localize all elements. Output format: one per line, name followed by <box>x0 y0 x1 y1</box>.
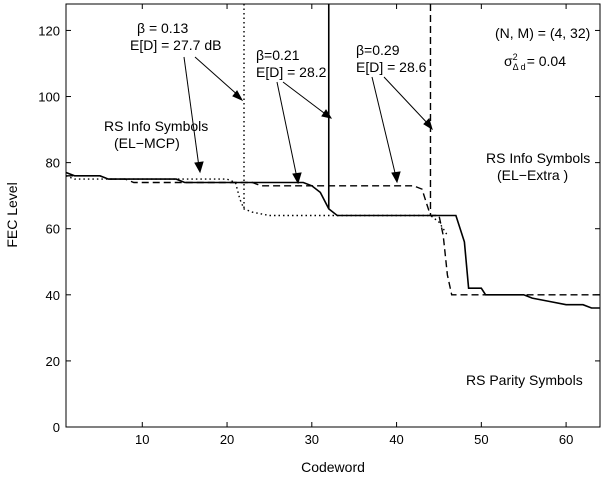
x-axis-label: Codeword <box>301 459 365 475</box>
x-tick-label: 30 <box>305 432 319 447</box>
arrowhead-6 <box>391 171 401 184</box>
y-tick-label: 100 <box>38 90 60 105</box>
arrowhead-2 <box>194 161 204 174</box>
x-axis: 10 20 30 40 50 60 <box>135 4 573 447</box>
arrowhead-4 <box>292 172 302 185</box>
sigma-value: = 0.04 <box>527 53 567 69</box>
expected-distortion-label-3: E[D] = 28.6 <box>356 59 427 75</box>
series-dashed-line <box>66 175 600 296</box>
y-tick-label: 60 <box>46 222 60 237</box>
series-dotted-line <box>65 175 448 236</box>
x-tick-label: 40 <box>389 432 403 447</box>
arrowhead-1 <box>232 90 244 102</box>
arrow-beta029-to-vertical <box>383 76 431 127</box>
beta-label-1: β = 0.13 <box>137 20 188 36</box>
y-axis-label: FEC Level <box>4 182 20 247</box>
arrow-beta029-to-step <box>371 76 397 178</box>
y-axis: 0 20 40 60 80 100 120 <box>38 23 600 435</box>
arrowhead-5 <box>423 118 433 131</box>
sigma-label: σ2 Δ d= 0.04 <box>504 52 566 72</box>
plot-frame <box>65 3 601 428</box>
x-tick-label: 20 <box>220 432 234 447</box>
rs-parity-label: RS Parity Symbols <box>466 372 583 388</box>
y-tick-label: 20 <box>46 354 60 369</box>
rs-info-mcp-label: RS Info Symbols <box>104 118 208 134</box>
y-tick-label: 40 <box>46 288 60 303</box>
rs-info-extra-sublabel: (EL−Extra ) <box>497 167 568 183</box>
arrow-beta021-to-step <box>276 81 298 179</box>
nm-label: (N, M) = (4, 32) <box>495 25 590 41</box>
annotation-arrows <box>183 56 433 185</box>
sigma-superscript: 2 <box>513 52 518 62</box>
y-tick-label: 120 <box>38 23 60 38</box>
y-tick-label: 0 <box>53 420 60 435</box>
sigma-symbol: σ <box>504 53 513 69</box>
arrow-beta021-to-vertical <box>282 81 329 117</box>
expected-distortion-label-2: E[D] = 28.2 <box>256 64 327 80</box>
x-tick-label: 60 <box>559 432 573 447</box>
rs-info-mcp-sublabel: (EL−MCP) <box>114 135 180 151</box>
y-tick-label: 80 <box>46 156 60 171</box>
series-solid-line <box>65 171 600 309</box>
beta-label-2: β=0.21 <box>256 47 300 63</box>
x-tick-label: 10 <box>135 432 149 447</box>
beta-label-3: β=0.29 <box>356 42 400 58</box>
x-tick-label: 50 <box>474 432 488 447</box>
arrowhead-3 <box>321 109 333 119</box>
rs-info-extra-label: RS Info Symbols <box>486 150 590 166</box>
arrow-beta013-to-vertical <box>194 56 241 98</box>
plot-lines <box>65 4 600 309</box>
expected-distortion-label-1: E[D] = 27.7 dB <box>130 37 221 53</box>
arrow-beta013-to-step <box>183 56 200 168</box>
sigma-subscript: Δ d <box>513 62 526 72</box>
